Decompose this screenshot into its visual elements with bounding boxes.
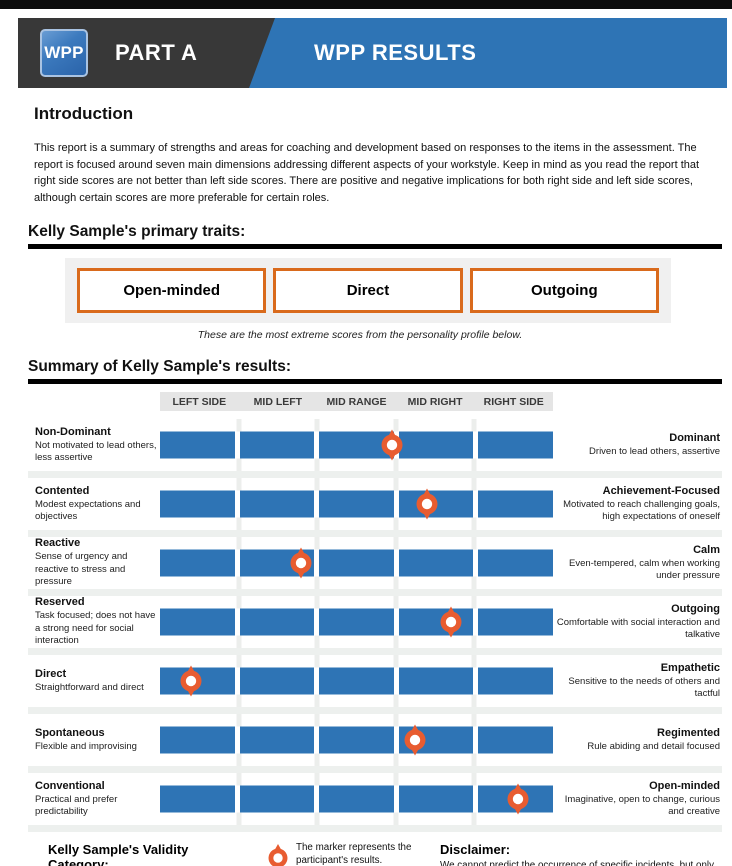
dimension-scale-bar (160, 537, 553, 589)
primary-traits-caption: These are the most extreme scores from t… (197, 329, 523, 341)
report-title: WPP RESULTS (314, 40, 477, 65)
column-header: LEFT SIDE (172, 395, 227, 408)
dimension-row: Reserved Task focused; does not have a s… (28, 596, 722, 648)
column-header: MID LEFT (253, 395, 303, 408)
column-headers: LEFT SIDE MID LEFT MID RANGE MID RIGHT R… (160, 392, 553, 411)
column-header: MID RIGHT (407, 395, 463, 408)
column-header: MID RANGE (326, 395, 387, 408)
dimension-row: Spontaneous Flexible and improvising Reg… (28, 714, 722, 766)
result-marker-icon (290, 547, 312, 579)
disclaimer-section: Disclaimer: We cannot predict the occurr… (440, 842, 714, 866)
results-chart: LEFT SIDE MID LEFT MID RANGE MID RIGHT R… (28, 392, 722, 832)
result-marker-icon (381, 429, 403, 461)
dimension-left-label: Conventional Practical and prefer predic… (35, 779, 118, 817)
report-header: WPP RESULTS WPP PART A (18, 18, 727, 88)
report-footer: Kelly Sample's Validity Category: Accept… (28, 842, 722, 866)
dimension-row: Reactive Sense of urgency and reactive t… (28, 537, 722, 589)
trait-box: Outgoing (469, 268, 659, 313)
trait-box: Open-minded (77, 268, 267, 313)
header-title-band: WPP RESULTS (246, 18, 727, 88)
dimension-scale-bar (160, 714, 553, 766)
report-content: Introduction This report is a summary of… (0, 88, 732, 866)
dimension-right-label: Empathetic Sensitive to the needs of oth… (568, 661, 720, 699)
column-header: RIGHT SIDE (483, 395, 544, 408)
row-separator (28, 530, 722, 537)
dimension-right-label: Achievement-Focused Motivated to reach c… (563, 484, 720, 522)
dimension-right-label: Calm Even-tempered, calm when working un… (568, 543, 720, 581)
result-marker-icon (404, 724, 426, 756)
dimension-left-label: Contented Modest expectations and object… (35, 484, 141, 522)
validity-section: Kelly Sample's Validity Category: Accept… (48, 842, 248, 866)
dimension-scale-bar (160, 596, 553, 648)
primary-traits-heading: Kelly Sample's primary traits: (28, 223, 246, 240)
row-separator (28, 766, 722, 773)
result-marker-icon (440, 606, 462, 638)
disclaimer-heading: Disclaimer: (440, 842, 511, 857)
dimension-left-label: Direct Straightforward and direct (35, 667, 144, 693)
wpp-logo: WPP (40, 29, 88, 77)
validity-heading: Kelly Sample's Validity Category: (48, 842, 189, 866)
dimension-right-label: Dominant Driven to lead others, assertiv… (589, 431, 720, 457)
dimension-left-label: Spontaneous Flexible and improvising (35, 726, 137, 752)
row-separator (28, 471, 722, 478)
part-label: PART A (115, 40, 198, 65)
row-separator (28, 648, 722, 655)
result-marker-icon (507, 783, 529, 815)
dimension-right-label: Open-minded Imaginative, open to change,… (564, 779, 720, 817)
dimension-left-label: Reactive Sense of urgency and reactive t… (35, 537, 128, 588)
result-marker-icon (268, 844, 288, 866)
dimension-right-label: Outgoing Comfortable with social interac… (556, 602, 720, 640)
marker-legend-text: The marker represents the participant's … (296, 842, 412, 866)
dimension-row: Conventional Practical and prefer predic… (28, 773, 722, 825)
result-marker-icon (416, 488, 438, 520)
dimension-scale-bar (160, 478, 553, 530)
dimension-row: Direct Straightforward and direct Empath… (28, 655, 722, 707)
introduction-body: This report is a summary of strengths an… (34, 142, 700, 204)
top-border-bar (0, 0, 732, 9)
dimension-scale-bar (160, 655, 553, 707)
introduction-heading: Introduction (34, 104, 134, 123)
disclaimer-body: We cannot predict the occurrence of spec… (440, 860, 714, 866)
trait-box: Direct (273, 268, 463, 313)
result-marker-icon (180, 665, 202, 697)
primary-traits-panel: Open-minded Direct Outgoing (65, 258, 671, 323)
dimension-row: Contented Modest expectations and object… (28, 478, 722, 530)
row-separator (28, 589, 722, 596)
row-separator (28, 707, 722, 714)
dimension-left-label: Reserved Task focused; does not have a s… (35, 596, 156, 647)
section-rule (28, 244, 722, 249)
column-header-row: LEFT SIDE MID LEFT MID RANGE MID RIGHT R… (28, 392, 722, 411)
dimension-left-label: Non-Dominant Not motivated to lead other… (35, 425, 157, 463)
dimension-right-label: Regimented Rule abiding and detail focus… (587, 726, 720, 752)
header-left-band: WPP PART A (18, 18, 275, 88)
row-separator (28, 825, 722, 832)
summary-heading: Summary of Kelly Sample's results: (28, 358, 291, 375)
dimension-scale-bar (160, 419, 553, 471)
marker-legend: The marker represents the participant's … (268, 842, 426, 866)
dimension-row: Non-Dominant Not motivated to lead other… (28, 419, 722, 471)
dimension-scale-bar (160, 773, 553, 825)
section-rule (28, 379, 722, 384)
wpp-logo-text: WPP (44, 43, 84, 62)
